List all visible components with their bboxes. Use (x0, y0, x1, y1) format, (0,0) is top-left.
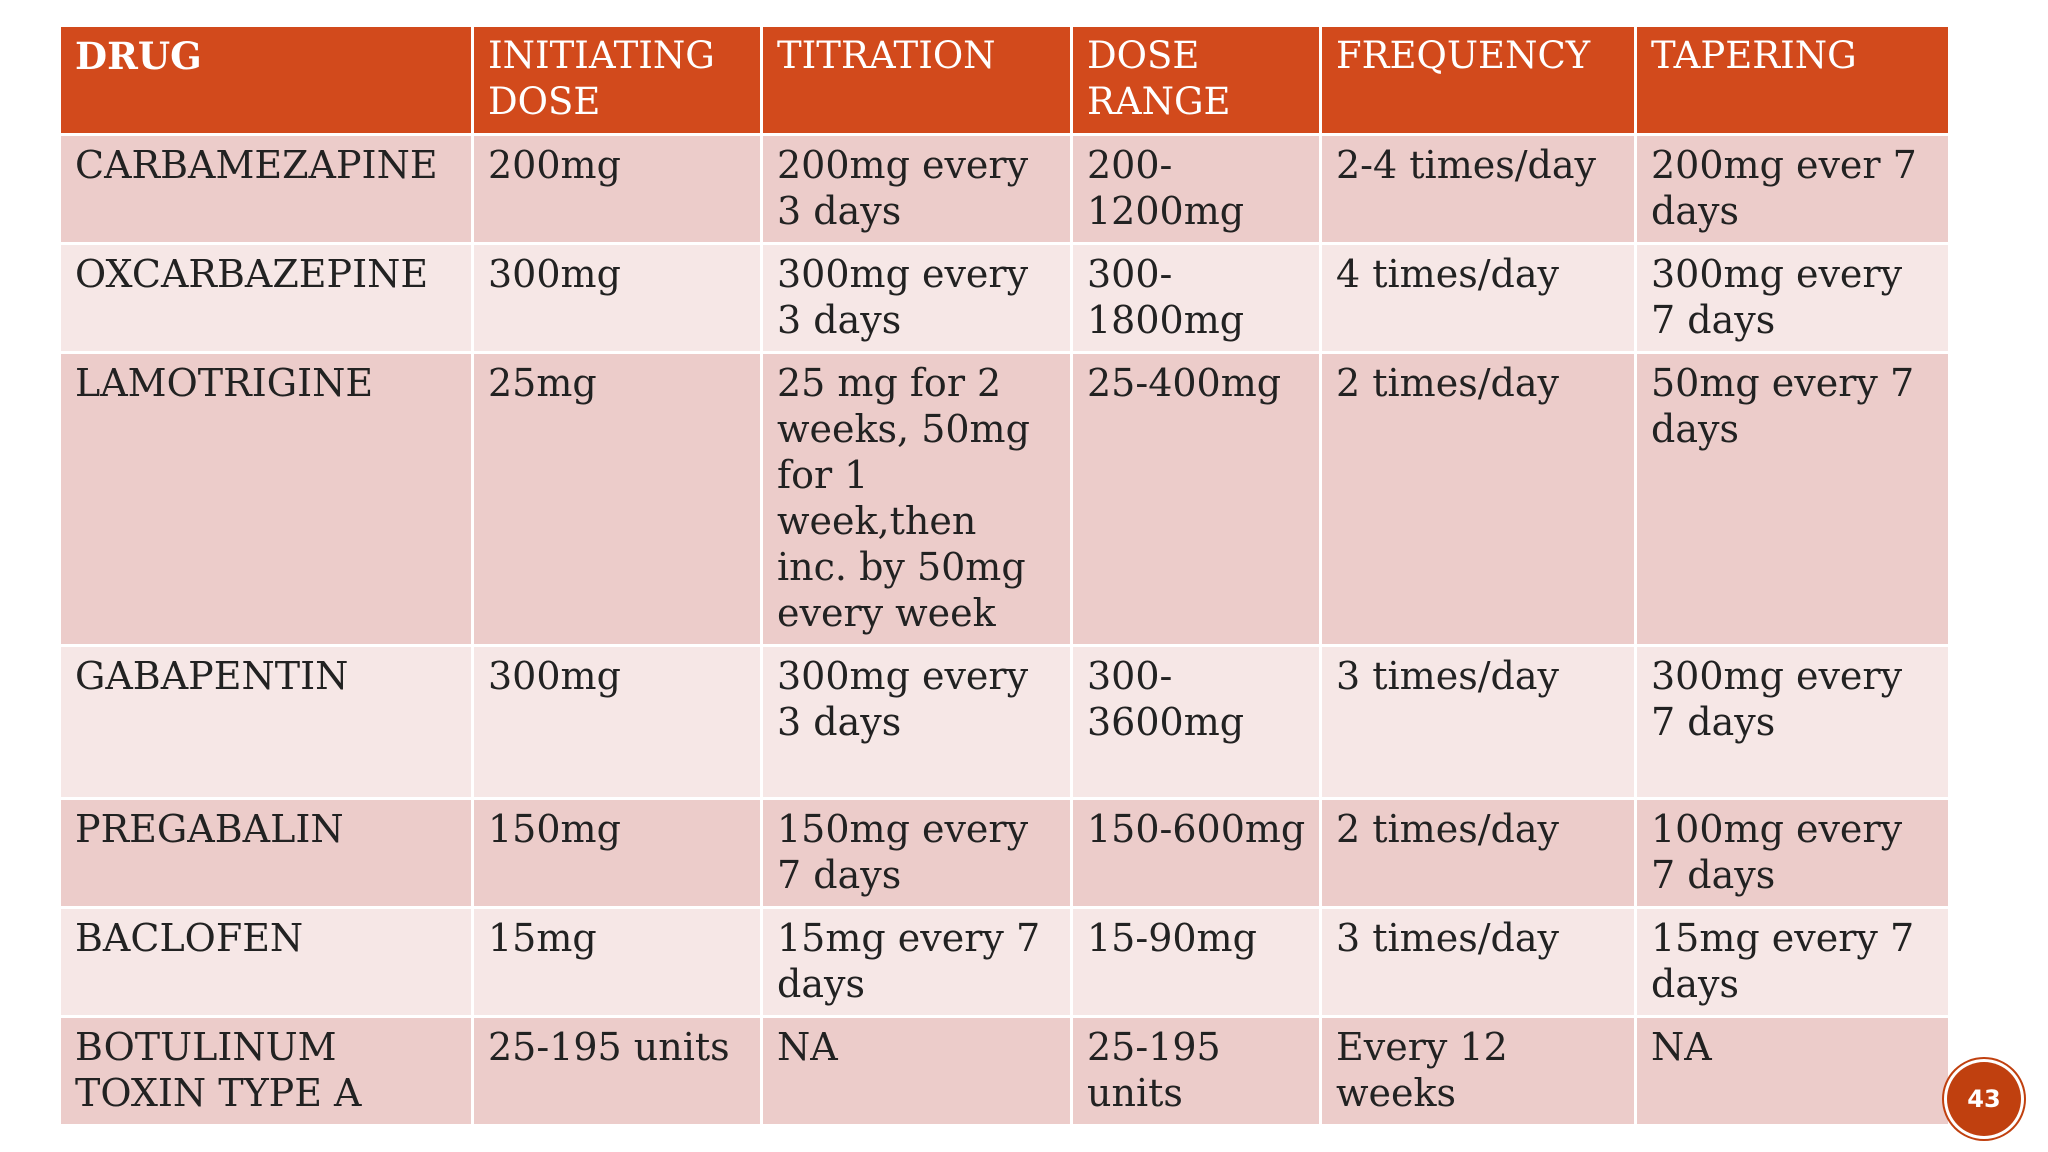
cell-titration: 300mg every 3 days (760, 242, 1073, 354)
cell-drug: OXCARBAZEPINE (58, 242, 474, 354)
cell-frequency: 2 times/day (1319, 351, 1637, 647)
table-row: OXCARBAZEPINE 300mg 300mg every 3 days 3… (58, 242, 1951, 354)
cell-dose-range: 25-195 units (1070, 1015, 1322, 1127)
cell-initiating-dose: 25-195 units (471, 1015, 763, 1127)
cell-initiating-dose: 300mg (471, 644, 763, 800)
cell-frequency: 3 times/day (1319, 644, 1637, 800)
cell-tapering: 300mg every 7 days (1634, 242, 1951, 354)
cell-initiating-dose: 300mg (471, 242, 763, 354)
cell-tapering: 50mg every 7 days (1634, 351, 1951, 647)
cell-dose-range: 25-400mg (1070, 351, 1322, 647)
cell-frequency: 2-4 times/day (1319, 133, 1637, 245)
cell-titration: 25 mg for 2 weeks, 50mg for 1 week,then … (760, 351, 1073, 647)
table-row: BOTULINUM TOXIN TYPE A 25-195 units NA 2… (58, 1015, 1951, 1127)
cell-dose-range: 300-1800mg (1070, 242, 1322, 354)
header-drug: DRUG (58, 24, 474, 136)
cell-titration: 15mg every 7 days (760, 906, 1073, 1018)
cell-tapering: NA (1634, 1015, 1951, 1127)
cell-dose-range: 300-3600mg (1070, 644, 1322, 800)
cell-frequency: 2 times/day (1319, 797, 1637, 909)
cell-tapering: 15mg every 7 days (1634, 906, 1951, 1018)
cell-titration: 150mg every 7 days (760, 797, 1073, 909)
cell-drug: BOTULINUM TOXIN TYPE A (58, 1015, 474, 1127)
cell-initiating-dose: 15mg (471, 906, 763, 1018)
header-titration: TITRATION (760, 24, 1073, 136)
header-dose-range: DOSE RANGE (1070, 24, 1322, 136)
header-frequency: FREQUENCY (1319, 24, 1637, 136)
cell-titration: 300mg every 3 days (760, 644, 1073, 800)
cell-dose-range: 200-1200mg (1070, 133, 1322, 245)
cell-initiating-dose: 200mg (471, 133, 763, 245)
table-row: CARBAMEZAPINE 200mg 200mg every 3 days 2… (58, 133, 1951, 245)
cell-tapering: 300mg every 7 days (1634, 644, 1951, 800)
cell-titration: 200mg every 3 days (760, 133, 1073, 245)
cell-drug: LAMOTRIGINE (58, 351, 474, 647)
cell-tapering: 200mg ever 7 days (1634, 133, 1951, 245)
cell-frequency: 3 times/day (1319, 906, 1637, 1018)
table-row: PREGABALIN 150mg 150mg every 7 days 150-… (58, 797, 1951, 909)
cell-dose-range: 150-600mg (1070, 797, 1322, 909)
cell-initiating-dose: 150mg (471, 797, 763, 909)
page-number-badge: 43 (1947, 1062, 2021, 1136)
cell-initiating-dose: 25mg (471, 351, 763, 647)
header-initiating-dose: INITIATING DOSE (471, 24, 763, 136)
cell-frequency: Every 12 weeks (1319, 1015, 1637, 1127)
cell-frequency: 4 times/day (1319, 242, 1637, 354)
cell-drug: CARBAMEZAPINE (58, 133, 474, 245)
header-tapering: TAPERING (1634, 24, 1951, 136)
cell-drug: PREGABALIN (58, 797, 474, 909)
cell-drug: GABAPENTIN (58, 644, 474, 800)
table-header-row: DRUG INITIATING DOSE TITRATION DOSE RANG… (58, 24, 1951, 136)
table-row: LAMOTRIGINE 25mg 25 mg for 2 weeks, 50mg… (58, 351, 1951, 647)
table-row: GABAPENTIN 300mg 300mg every 3 days 300-… (58, 644, 1951, 800)
drug-dosage-table: DRUG INITIATING DOSE TITRATION DOSE RANG… (58, 24, 1951, 1127)
cell-titration: NA (760, 1015, 1073, 1127)
cell-dose-range: 15-90mg (1070, 906, 1322, 1018)
table-row: BACLOFEN 15mg 15mg every 7 days 15-90mg … (58, 906, 1951, 1018)
cell-drug: BACLOFEN (58, 906, 474, 1018)
cell-tapering: 100mg every 7 days (1634, 797, 1951, 909)
